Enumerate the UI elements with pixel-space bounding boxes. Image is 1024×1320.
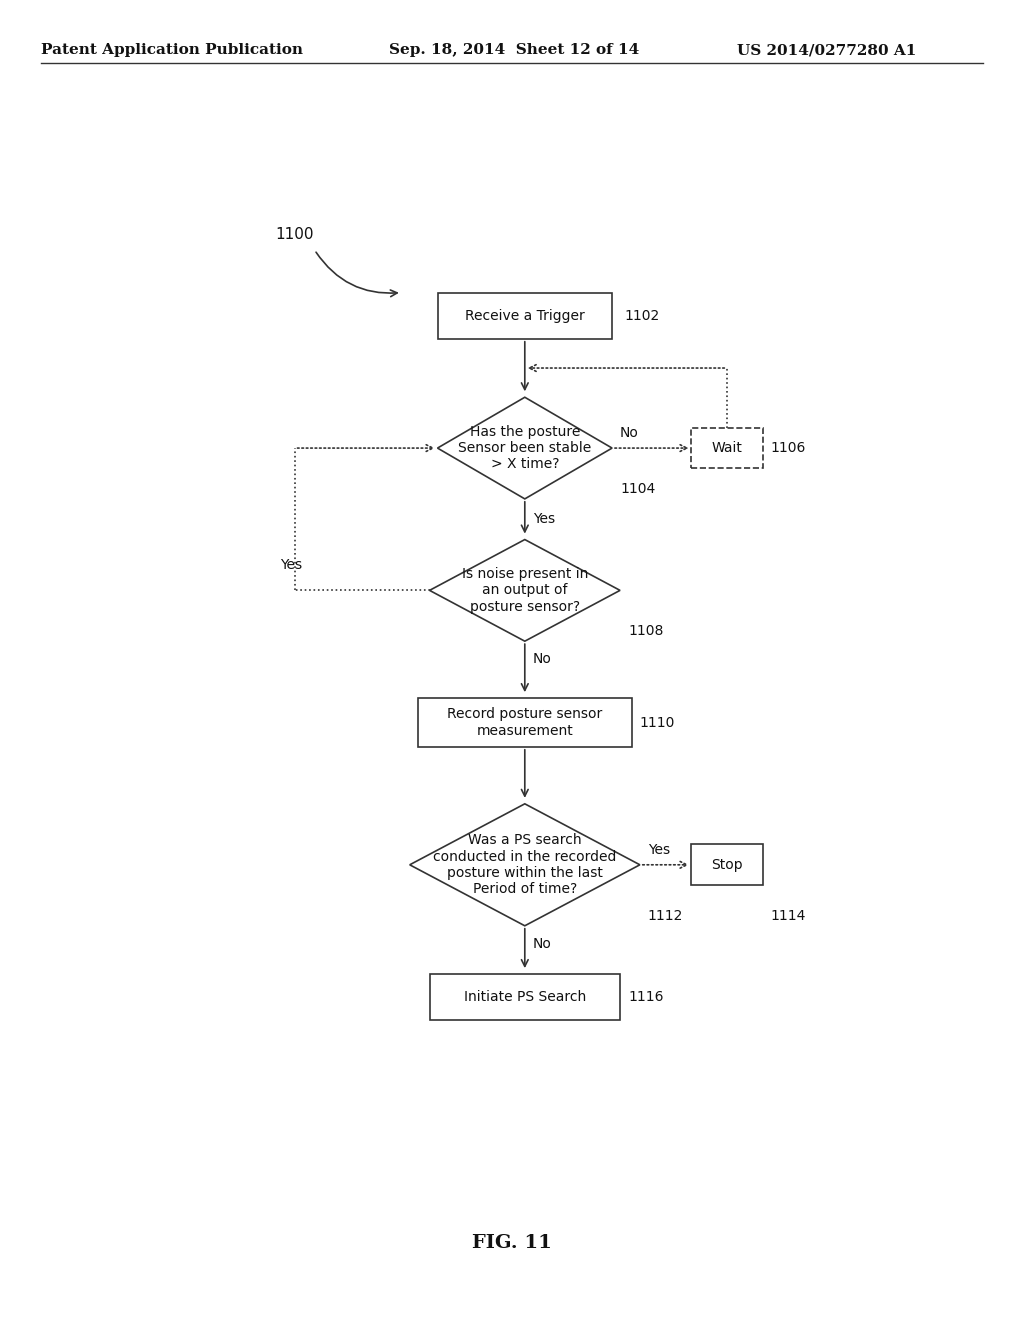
Text: Wait: Wait [712,441,742,455]
Text: Patent Application Publication: Patent Application Publication [41,44,303,57]
FancyBboxPatch shape [691,845,763,886]
Text: 1116: 1116 [628,990,664,1005]
Text: 1110: 1110 [640,715,675,730]
FancyBboxPatch shape [437,293,612,339]
Text: Yes: Yes [280,558,302,572]
FancyBboxPatch shape [418,698,632,747]
FancyBboxPatch shape [430,974,620,1020]
Text: No: No [532,652,552,667]
Text: 1108: 1108 [628,624,664,638]
Text: Has the posture
Sensor been stable
> X time?: Has the posture Sensor been stable > X t… [458,425,592,471]
Text: Yes: Yes [648,842,670,857]
Text: No: No [532,937,552,952]
Text: Is noise present in
an output of
posture sensor?: Is noise present in an output of posture… [462,568,588,614]
Text: 1112: 1112 [648,908,683,923]
Text: 1106: 1106 [771,441,806,455]
Text: Was a PS search
conducted in the recorded
posture within the last
Period of time: Was a PS search conducted in the recorde… [433,833,616,896]
Text: US 2014/0277280 A1: US 2014/0277280 A1 [737,44,916,57]
Polygon shape [430,540,620,642]
Text: 1100: 1100 [274,227,313,242]
Text: Initiate PS Search: Initiate PS Search [464,990,586,1005]
Text: Record posture sensor
measurement: Record posture sensor measurement [447,708,602,738]
Text: 1104: 1104 [620,482,655,496]
Text: Sep. 18, 2014  Sheet 12 of 14: Sep. 18, 2014 Sheet 12 of 14 [389,44,639,57]
Text: Receive a Trigger: Receive a Trigger [465,309,585,323]
Text: FIG. 11: FIG. 11 [472,1234,552,1253]
FancyBboxPatch shape [691,428,763,469]
Polygon shape [437,397,612,499]
Text: 1114: 1114 [771,908,806,923]
Text: Stop: Stop [712,858,743,871]
Polygon shape [410,804,640,925]
Text: No: No [620,426,639,440]
Text: Yes: Yes [532,512,555,527]
Text: 1102: 1102 [624,309,659,323]
